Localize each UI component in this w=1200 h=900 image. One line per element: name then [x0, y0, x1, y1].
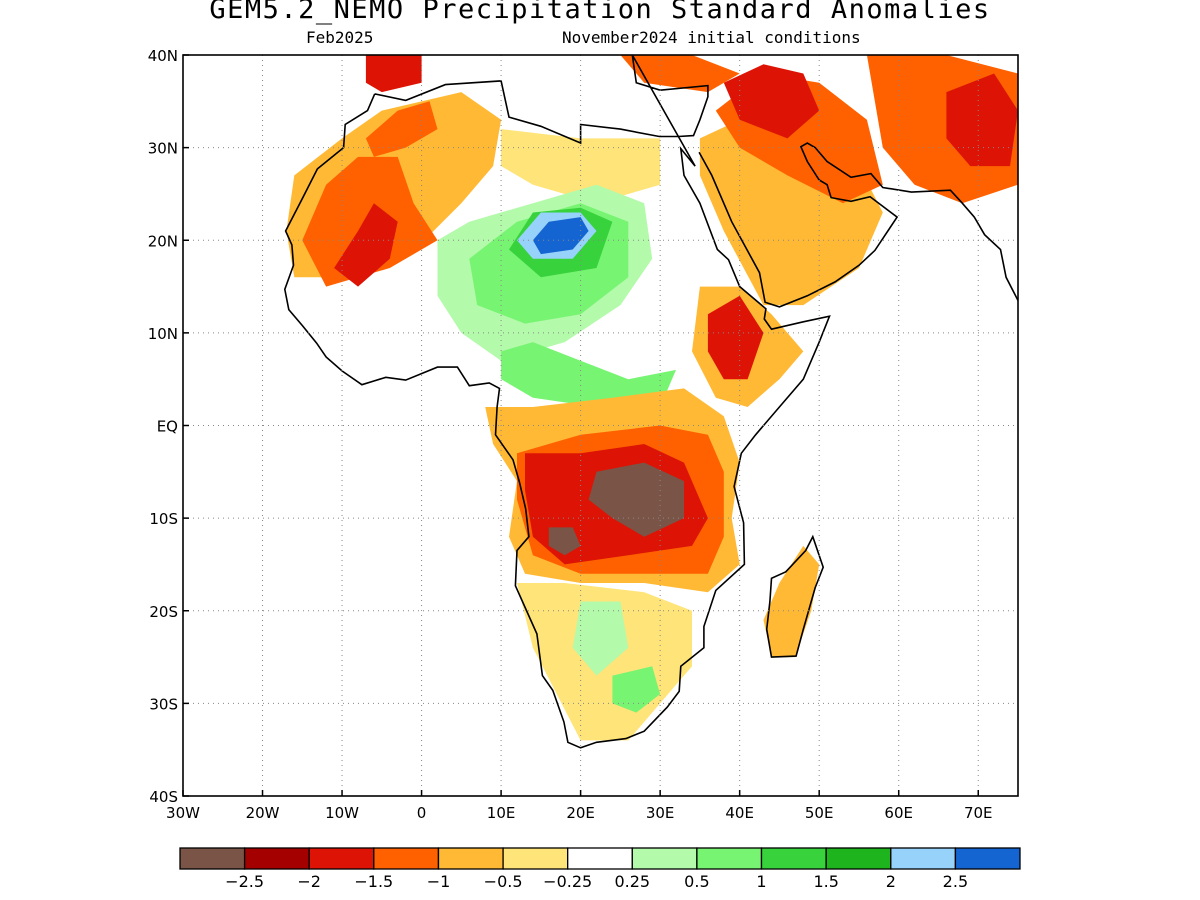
lon-tick-label: 70E [964, 804, 993, 822]
colorbar-swatch [373, 847, 440, 870]
anomaly-region-ethiopia-core [707, 295, 764, 380]
colorbar-label: 2.5 [943, 872, 968, 891]
colorbar-swatch [631, 847, 698, 870]
forecast-month: Feb2025 [306, 28, 374, 47]
lon-tick-label: 10W [325, 804, 359, 822]
colorbar-swatch [825, 847, 892, 870]
anomaly-region-morocco-algeria-coast [365, 101, 438, 157]
latitude-axis: 40N 30N 20N 10N EQ 10S 20S 30S 40S [148, 47, 189, 806]
colorbar-label: 2 [886, 872, 896, 891]
anomaly-region-botswana-green [572, 601, 629, 676]
colorbar-label: −0.25 [543, 872, 592, 891]
colorbar: −2.5 −2 −1.5 −1 −0.5 −0.25 0.25 0.5 1 1.5 2 2.5 [179, 847, 1021, 891]
colorbar-label: −1 [427, 872, 451, 891]
lon-tick-label: 50E [805, 804, 834, 822]
lon-tick-label: 30E [646, 804, 675, 822]
colorbar-label: −2.5 [225, 872, 264, 891]
lon-tick-label: 60E [884, 804, 913, 822]
anomaly-shading [286, 55, 1018, 741]
anomaly-region-angola-brown [548, 527, 581, 556]
longitude-axis: 30W 20W 10W 0 10E 20E 30E 40E 50E 60E 70E [166, 790, 993, 822]
anomaly-region-western-sahara [334, 203, 398, 287]
anomaly-region-turkey-iraq [723, 64, 820, 139]
lat-tick-label: EQ [157, 418, 178, 436]
initial-conditions: November2024 initial conditions [562, 28, 861, 47]
lat-tick-label: 40N [148, 47, 178, 65]
colorbar-label: 1 [756, 872, 766, 891]
colorbar-swatch [437, 847, 504, 870]
lon-tick-label: 40E [725, 804, 754, 822]
anomaly-region-spain-portugal [365, 55, 422, 93]
colorbar-label: −0.5 [484, 872, 523, 891]
lat-tick-label: 10S [149, 510, 178, 528]
colorbar-swatch [696, 847, 763, 870]
colorbar-label: 1.5 [813, 872, 838, 891]
lon-tick-label: 20E [566, 804, 595, 822]
colorbar-swatch [567, 847, 633, 870]
anomaly-region-pakistan [946, 73, 1018, 167]
map-title: GEM5.2_NEMO Precipitation Standard Anoma… [209, 0, 991, 25]
anomaly-region-mediterranean-north [620, 55, 740, 93]
anomaly-region-central-africa [501, 342, 676, 407]
colorbar-label: −1.5 [354, 872, 393, 891]
anomaly-region-tibesti-blue [532, 217, 589, 255]
lon-tick-label: 10E [487, 804, 516, 822]
lon-tick-label: 0 [417, 804, 427, 822]
anomaly-region-libya-egypt-north [501, 129, 661, 204]
colorbar-swatch [502, 847, 569, 870]
lat-tick-label: 20S [149, 603, 178, 621]
lat-tick-label: 30S [149, 695, 178, 713]
colorbar-swatch [179, 847, 246, 870]
colorbar-label: −2 [297, 872, 321, 891]
colorbar-label: 0.5 [684, 872, 709, 891]
anomaly-region-south-africa-east [612, 666, 661, 713]
colorbar-swatch [308, 847, 375, 870]
lat-tick-label: 20N [148, 232, 178, 250]
lon-tick-label: 30W [166, 804, 200, 822]
graticule [183, 55, 1018, 796]
lat-tick-label: 30N [148, 140, 178, 158]
lat-tick-label: 10N [148, 325, 178, 343]
colorbar-swatch [954, 847, 1021, 870]
colorbar-label: 0.25 [614, 872, 650, 891]
anomaly-region-drc-tanzania-brown [588, 462, 684, 537]
colorbar-swatch [890, 847, 957, 870]
coastline-outline [283, 55, 1018, 749]
colorbar-swatch [243, 847, 310, 870]
lon-tick-label: 20W [246, 804, 280, 822]
anomaly-region-madagascar [763, 545, 820, 658]
lat-tick-label: 40S [149, 788, 178, 806]
colorbar-swatch [760, 847, 827, 870]
